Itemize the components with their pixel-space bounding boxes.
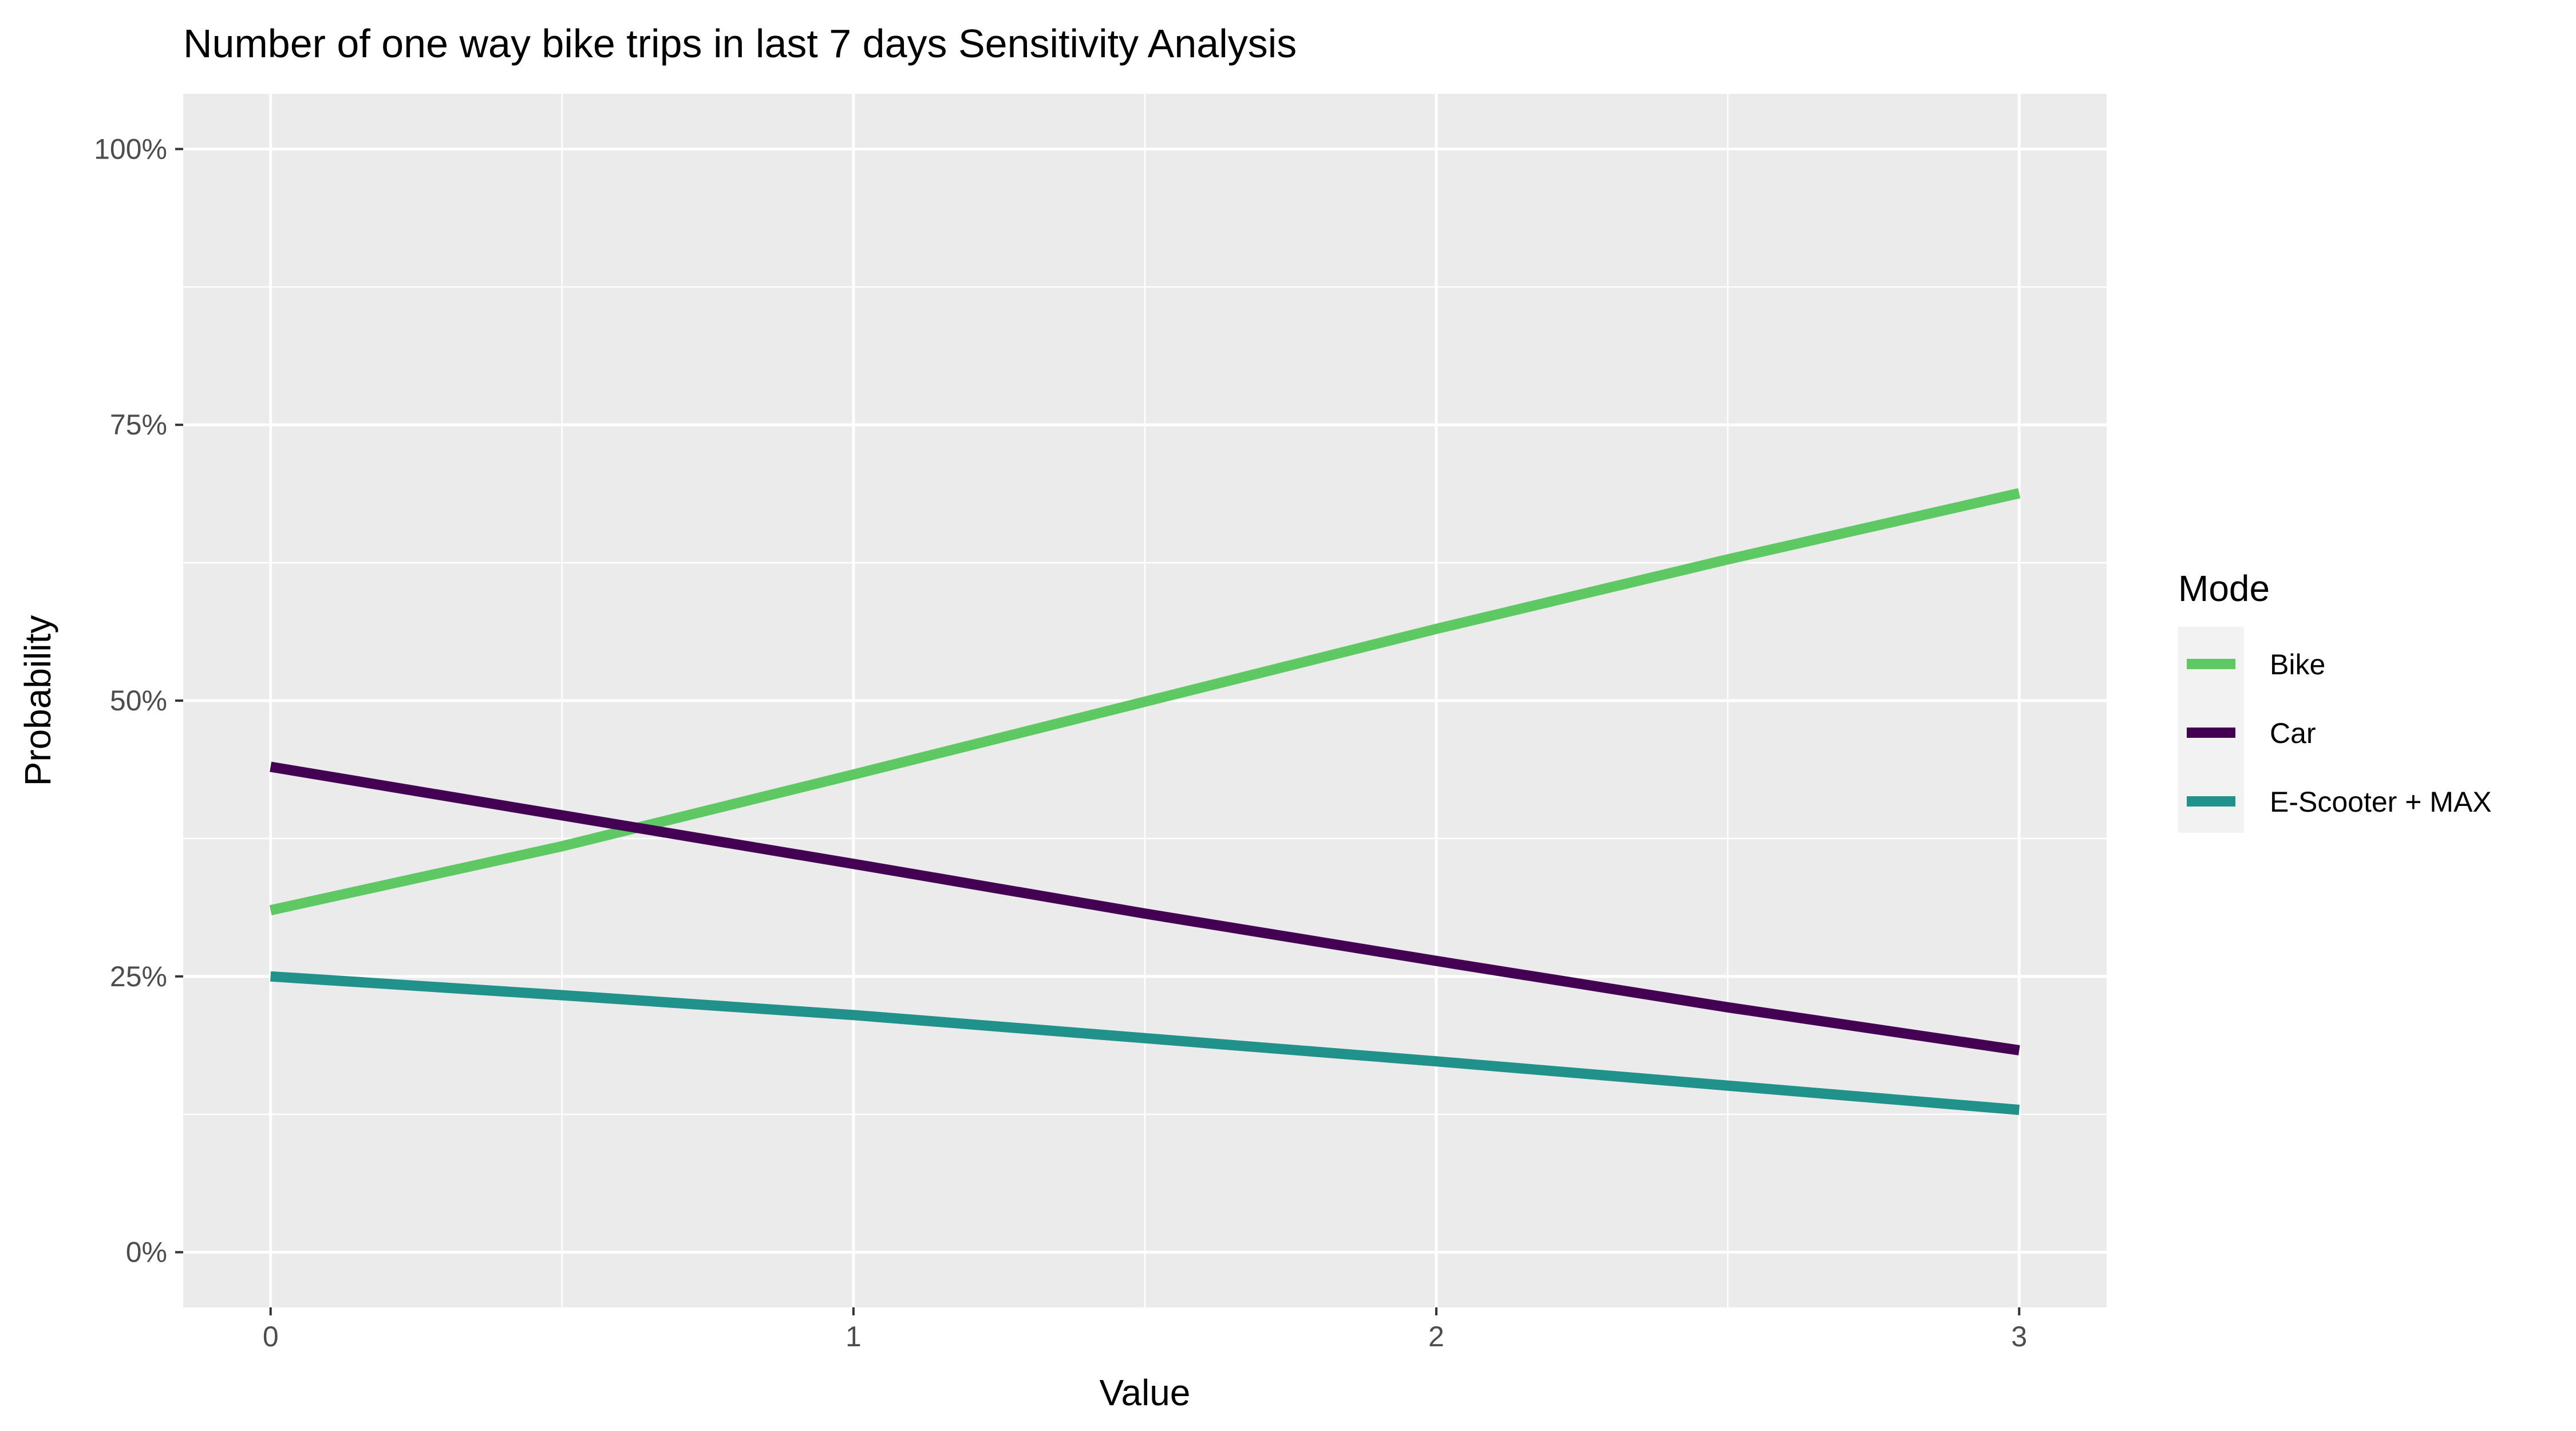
series-line-e-scooter-max <box>270 971 2020 1115</box>
x-tick-label: 0 <box>263 1321 279 1353</box>
legend-label-e-scooter-max: E-Scooter + MAX <box>2270 786 2492 818</box>
series-line-car <box>270 761 2020 1056</box>
x-tick-label: 3 <box>2011 1321 2027 1353</box>
y-axis-title: Probability <box>17 615 58 786</box>
x-axis-ticks: 0 1 2 3 <box>263 1307 2027 1353</box>
legend-items: Bike Car E-Scooter + MAX <box>2187 649 2492 818</box>
y-axis-ticks: 0% 25% 50% 75% 100% <box>94 133 183 1268</box>
y-tick-label: 75% <box>110 409 167 441</box>
y-tick-label: 50% <box>110 685 167 717</box>
x-axis-title: Value <box>1100 1372 1191 1413</box>
series-line-bike <box>269 488 2021 915</box>
y-tick-label: 100% <box>94 133 167 165</box>
series-lines <box>269 488 2021 1115</box>
x-tick-label: 2 <box>1428 1321 1444 1353</box>
legend: Mode Bike Car E-Scooter + MAX <box>2178 568 2492 833</box>
y-tick-label: 25% <box>110 960 167 993</box>
x-tick-label: 1 <box>846 1321 862 1353</box>
chart-title: Number of one way bike trips in last 7 d… <box>183 21 1297 66</box>
legend-label-bike: Bike <box>2270 649 2325 681</box>
legend-title: Mode <box>2178 568 2270 609</box>
legend-label-car: Car <box>2270 717 2316 749</box>
y-tick-label: 0% <box>126 1236 167 1268</box>
